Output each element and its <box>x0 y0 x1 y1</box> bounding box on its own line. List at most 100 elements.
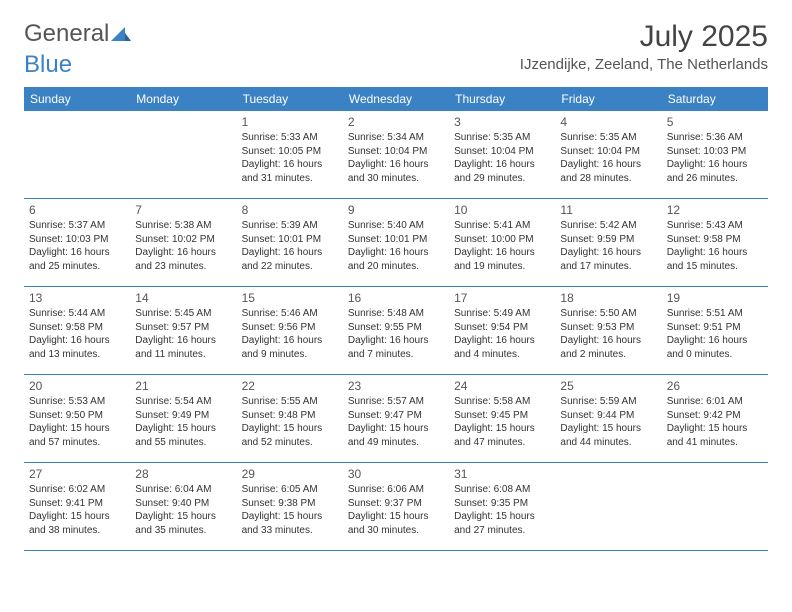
sunrise-text: Sunrise: 5:43 AM <box>667 219 763 233</box>
daylight-text: Daylight: 16 hours and 11 minutes. <box>135 334 231 361</box>
day-cell-23: 23Sunrise: 5:57 AMSunset: 9:47 PMDayligh… <box>343 375 449 463</box>
sunrise-text: Sunrise: 5:36 AM <box>667 131 763 145</box>
day-cell-28: 28Sunrise: 6:04 AMSunset: 9:40 PMDayligh… <box>130 463 236 551</box>
day-number: 12 <box>667 202 763 218</box>
daylight-text: Daylight: 15 hours and 41 minutes. <box>667 422 763 449</box>
day-number: 25 <box>560 378 656 394</box>
daylight-text: Daylight: 16 hours and 29 minutes. <box>454 158 550 185</box>
sunrise-text: Sunrise: 5:55 AM <box>242 395 338 409</box>
daylight-text: Daylight: 16 hours and 19 minutes. <box>454 246 550 273</box>
sunrise-text: Sunrise: 5:51 AM <box>667 307 763 321</box>
day-cell-17: 17Sunrise: 5:49 AMSunset: 9:54 PMDayligh… <box>449 287 555 375</box>
daylight-text: Daylight: 15 hours and 52 minutes. <box>242 422 338 449</box>
daylight-text: Daylight: 15 hours and 33 minutes. <box>242 510 338 537</box>
daylight-text: Daylight: 15 hours and 35 minutes. <box>135 510 231 537</box>
logo: General <box>24 20 133 48</box>
sunrise-text: Sunrise: 6:05 AM <box>242 483 338 497</box>
day-cell-1: 1Sunrise: 5:33 AMSunset: 10:05 PMDayligh… <box>237 111 343 199</box>
day-number: 7 <box>135 202 231 218</box>
day-cell-15: 15Sunrise: 5:46 AMSunset: 9:56 PMDayligh… <box>237 287 343 375</box>
day-number: 11 <box>560 202 656 218</box>
daylight-text: Daylight: 15 hours and 49 minutes. <box>348 422 444 449</box>
day-header-sunday: Sunday <box>24 87 130 111</box>
day-header-friday: Friday <box>555 87 661 111</box>
daylight-text: Daylight: 16 hours and 31 minutes. <box>242 158 338 185</box>
sunrise-text: Sunrise: 5:54 AM <box>135 395 231 409</box>
day-cell-7: 7Sunrise: 5:38 AMSunset: 10:02 PMDayligh… <box>130 199 236 287</box>
day-header-tuesday: Tuesday <box>237 87 343 111</box>
sunset-text: Sunset: 10:04 PM <box>454 145 550 159</box>
day-number: 31 <box>454 466 550 482</box>
day-number: 20 <box>29 378 125 394</box>
day-number: 22 <box>242 378 338 394</box>
sunrise-text: Sunrise: 5:42 AM <box>560 219 656 233</box>
daylight-text: Daylight: 16 hours and 25 minutes. <box>29 246 125 273</box>
sunrise-text: Sunrise: 5:45 AM <box>135 307 231 321</box>
day-number: 10 <box>454 202 550 218</box>
day-number: 16 <box>348 290 444 306</box>
daylight-text: Daylight: 16 hours and 9 minutes. <box>242 334 338 361</box>
day-number: 18 <box>560 290 656 306</box>
sunset-text: Sunset: 9:35 PM <box>454 497 550 511</box>
sunset-text: Sunset: 10:00 PM <box>454 233 550 247</box>
day-cell-11: 11Sunrise: 5:42 AMSunset: 9:59 PMDayligh… <box>555 199 661 287</box>
daylight-text: Daylight: 16 hours and 30 minutes. <box>348 158 444 185</box>
sunset-text: Sunset: 9:40 PM <box>135 497 231 511</box>
sunrise-text: Sunrise: 5:40 AM <box>348 219 444 233</box>
logo-triangle-icon <box>111 20 131 48</box>
sunset-text: Sunset: 10:04 PM <box>348 145 444 159</box>
sunset-text: Sunset: 9:59 PM <box>560 233 656 247</box>
day-cell-25: 25Sunrise: 5:59 AMSunset: 9:44 PMDayligh… <box>555 375 661 463</box>
calendar-table: SundayMondayTuesdayWednesdayThursdayFrid… <box>24 87 768 551</box>
sunset-text: Sunset: 9:45 PM <box>454 409 550 423</box>
sunset-text: Sunset: 10:04 PM <box>560 145 656 159</box>
daylight-text: Daylight: 15 hours and 57 minutes. <box>29 422 125 449</box>
day-number: 21 <box>135 378 231 394</box>
day-cell-13: 13Sunrise: 5:44 AMSunset: 9:58 PMDayligh… <box>24 287 130 375</box>
day-header-wednesday: Wednesday <box>343 87 449 111</box>
title-block: July 2025 IJzendijke, Zeeland, The Nethe… <box>520 20 768 73</box>
day-cell-30: 30Sunrise: 6:06 AMSunset: 9:37 PMDayligh… <box>343 463 449 551</box>
sunrise-text: Sunrise: 5:48 AM <box>348 307 444 321</box>
sunrise-text: Sunrise: 5:53 AM <box>29 395 125 409</box>
sunrise-text: Sunrise: 5:57 AM <box>348 395 444 409</box>
sunrise-text: Sunrise: 5:35 AM <box>560 131 656 145</box>
day-number: 14 <box>135 290 231 306</box>
day-header-row: SundayMondayTuesdayWednesdayThursdayFrid… <box>24 87 768 111</box>
daylight-text: Daylight: 16 hours and 13 minutes. <box>29 334 125 361</box>
sunrise-text: Sunrise: 6:06 AM <box>348 483 444 497</box>
day-number: 4 <box>560 114 656 130</box>
sunset-text: Sunset: 9:50 PM <box>29 409 125 423</box>
sunrise-text: Sunrise: 5:37 AM <box>29 219 125 233</box>
sunrise-text: Sunrise: 5:50 AM <box>560 307 656 321</box>
day-cell-21: 21Sunrise: 5:54 AMSunset: 9:49 PMDayligh… <box>130 375 236 463</box>
day-cell-18: 18Sunrise: 5:50 AMSunset: 9:53 PMDayligh… <box>555 287 661 375</box>
sunset-text: Sunset: 9:51 PM <box>667 321 763 335</box>
week-row: 13Sunrise: 5:44 AMSunset: 9:58 PMDayligh… <box>24 287 768 375</box>
day-cell-9: 9Sunrise: 5:40 AMSunset: 10:01 PMDayligh… <box>343 199 449 287</box>
sunset-text: Sunset: 9:41 PM <box>29 497 125 511</box>
day-number: 29 <box>242 466 338 482</box>
sunrise-text: Sunrise: 6:04 AM <box>135 483 231 497</box>
daylight-text: Daylight: 15 hours and 30 minutes. <box>348 510 444 537</box>
day-cell-26: 26Sunrise: 6:01 AMSunset: 9:42 PMDayligh… <box>662 375 768 463</box>
day-cell-12: 12Sunrise: 5:43 AMSunset: 9:58 PMDayligh… <box>662 199 768 287</box>
week-row: 1Sunrise: 5:33 AMSunset: 10:05 PMDayligh… <box>24 111 768 199</box>
daylight-text: Daylight: 15 hours and 38 minutes. <box>29 510 125 537</box>
sunrise-text: Sunrise: 5:38 AM <box>135 219 231 233</box>
sunset-text: Sunset: 9:53 PM <box>560 321 656 335</box>
sunset-text: Sunset: 10:05 PM <box>242 145 338 159</box>
day-number: 5 <box>667 114 763 130</box>
day-number: 26 <box>667 378 763 394</box>
sunset-text: Sunset: 10:01 PM <box>348 233 444 247</box>
sunrise-text: Sunrise: 5:35 AM <box>454 131 550 145</box>
sunrise-text: Sunrise: 6:08 AM <box>454 483 550 497</box>
day-number: 2 <box>348 114 444 130</box>
sunrise-text: Sunrise: 5:59 AM <box>560 395 656 409</box>
sunrise-text: Sunrise: 5:39 AM <box>242 219 338 233</box>
sunset-text: Sunset: 9:54 PM <box>454 321 550 335</box>
day-number: 28 <box>135 466 231 482</box>
sunrise-text: Sunrise: 5:46 AM <box>242 307 338 321</box>
daylight-text: Daylight: 16 hours and 7 minutes. <box>348 334 444 361</box>
day-cell-3: 3Sunrise: 5:35 AMSunset: 10:04 PMDayligh… <box>449 111 555 199</box>
